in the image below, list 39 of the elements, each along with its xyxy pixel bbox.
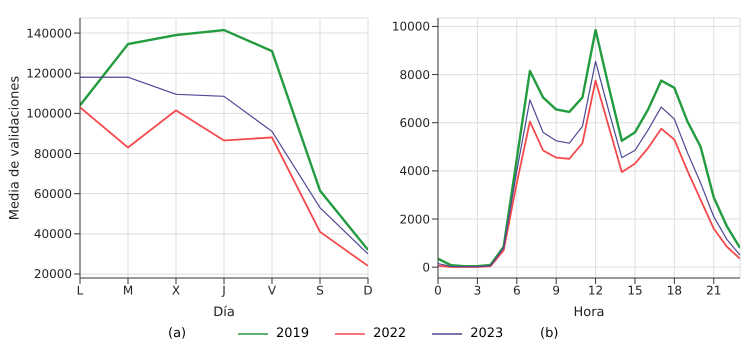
y-axis-title: Media de validaciones xyxy=(8,76,23,220)
x-axis-title: Día xyxy=(213,305,235,320)
y-tick-label: 40000 xyxy=(34,227,72,242)
y-tick-label: 140000 xyxy=(26,26,72,40)
y-tick-label: 8000 xyxy=(399,68,430,82)
x-tick-label: X xyxy=(172,284,180,298)
x-tick-label: S xyxy=(316,284,324,298)
y-tick-label: 10000 xyxy=(392,20,430,34)
legend-label: 2022 xyxy=(373,326,406,341)
x-tick-label: V xyxy=(268,284,277,298)
x-tick-label: D xyxy=(363,284,373,298)
x-tick-label: 6 xyxy=(512,284,521,298)
x-tick-label: 0 xyxy=(434,284,442,298)
y-tick-label: 0 xyxy=(422,260,430,274)
text: (b) xyxy=(540,326,558,341)
text: (a) xyxy=(168,326,186,341)
x-tick-label: J xyxy=(221,284,226,298)
legend-label: 2023 xyxy=(470,326,504,341)
legend-label: 2019 xyxy=(276,326,310,341)
y-tick-label: 4000 xyxy=(399,164,430,178)
y-tick-label: 2000 xyxy=(399,212,430,226)
x-tick-label: 3 xyxy=(474,284,482,298)
y-tick-label: 6000 xyxy=(399,116,430,130)
y-tick-label: 120000 xyxy=(26,66,72,80)
y-tick-label: 20000 xyxy=(34,267,72,282)
x-tick-label: 12 xyxy=(588,284,604,298)
x-axis-title: Hora xyxy=(573,305,605,320)
x-tick-label: M xyxy=(122,284,134,298)
x-tick-label: 9 xyxy=(552,284,560,298)
y-tick-label: 60000 xyxy=(34,186,72,201)
x-tick-label: 21 xyxy=(706,284,722,298)
line-series xyxy=(80,106,368,267)
x-tick-label: 18 xyxy=(666,284,682,298)
x-tick-label: L xyxy=(76,284,84,298)
y-tick-label: 80000 xyxy=(34,146,72,161)
line-series xyxy=(80,28,368,252)
x-tick-label: 15 xyxy=(627,284,643,298)
line-series xyxy=(80,76,368,255)
y-tick-label: 100000 xyxy=(26,106,72,121)
